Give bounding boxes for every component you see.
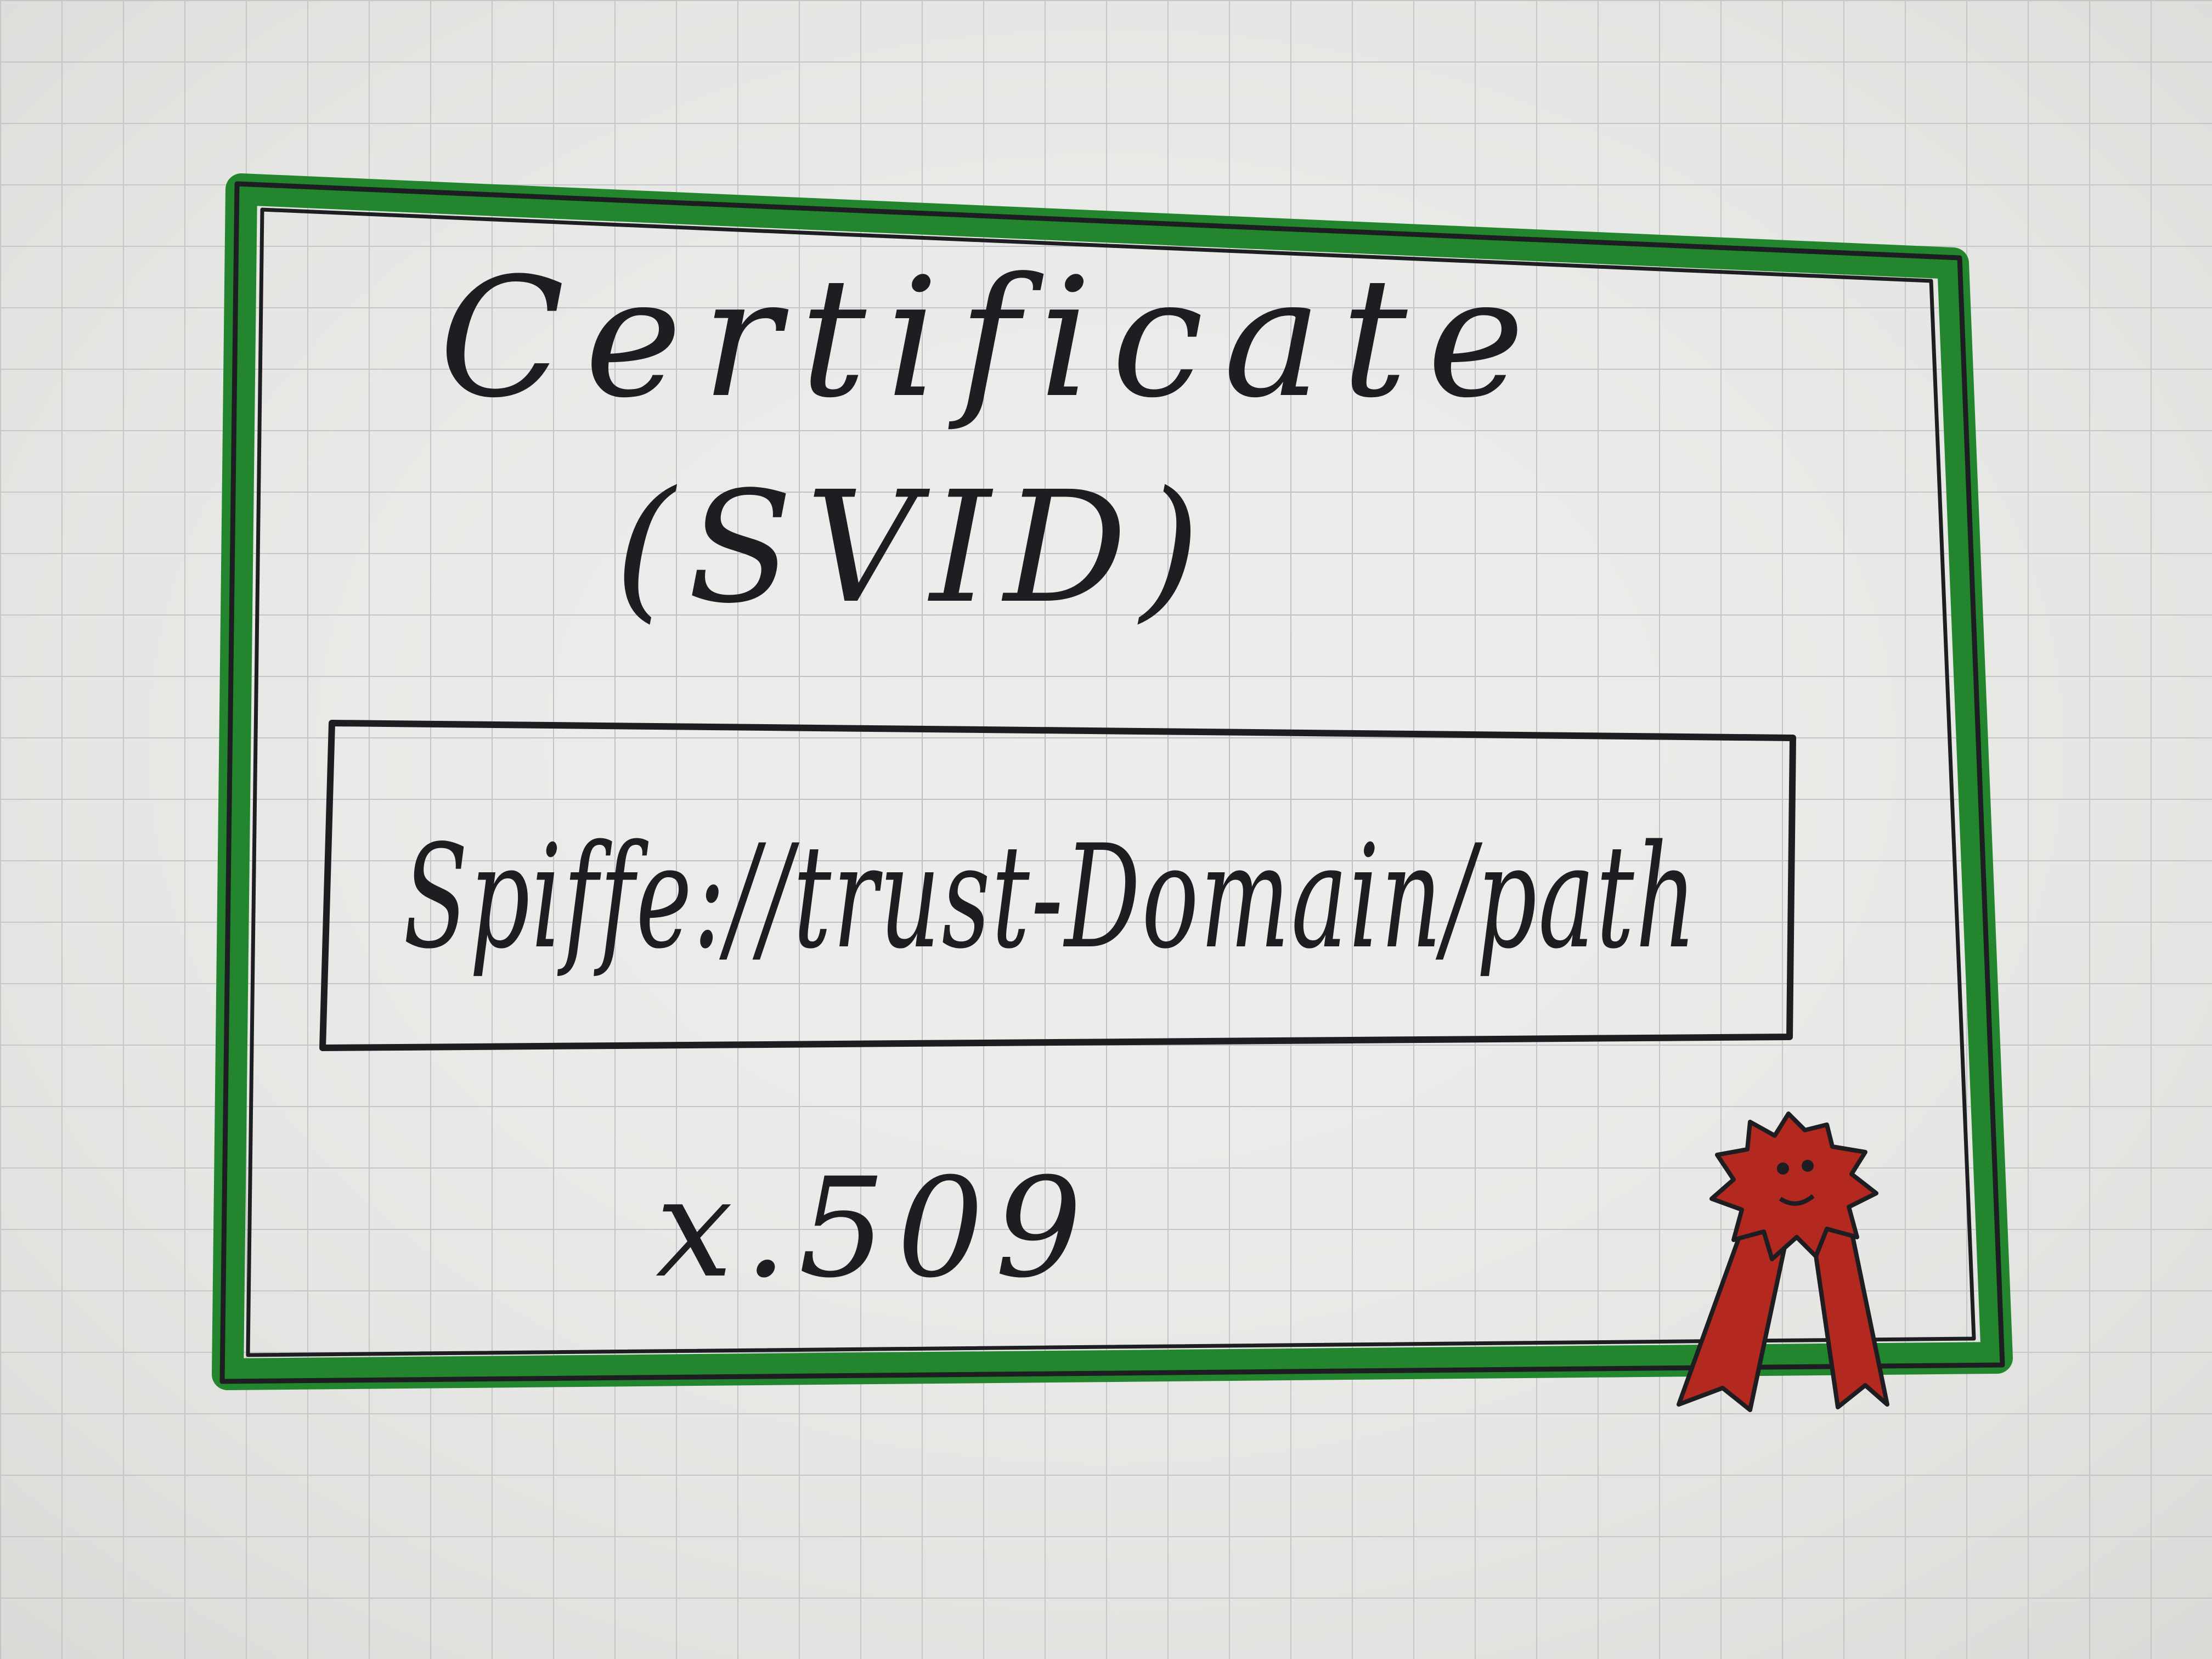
certificate-subtitle: (SVID)	[614, 459, 1214, 637]
spiffe-id-uri: Spiffe://trust-Domain/path	[403, 815, 1698, 980]
certificate-format: x.509	[656, 1148, 1093, 1308]
certificate-border	[212, 173, 2013, 1390]
spiffe-id-box	[319, 720, 1796, 1051]
award-seal-icon	[1677, 1111, 1889, 1412]
certificate-title: Certificate	[439, 242, 1544, 434]
